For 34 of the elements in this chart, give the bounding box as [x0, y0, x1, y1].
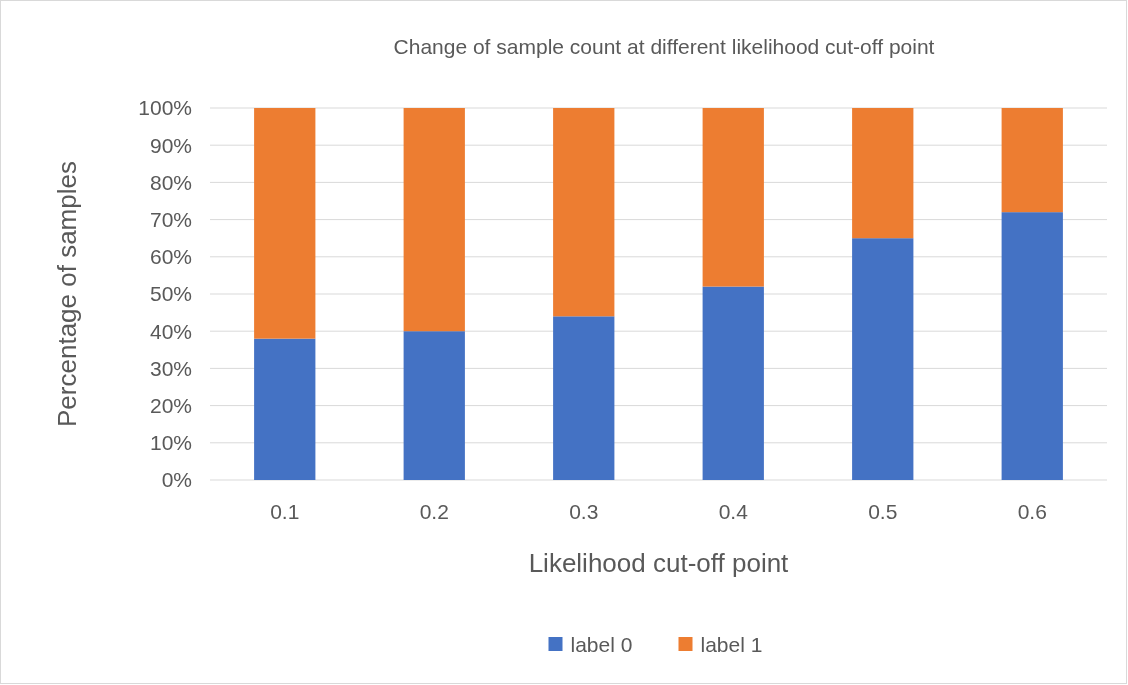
bar [852, 108, 914, 239]
y-tick-label: 80% [149, 170, 192, 194]
bar [553, 316, 615, 480]
y-tick-label: 30% [149, 356, 192, 380]
x-tick-label: 0.3 [569, 500, 599, 523]
x-tick-label: 0.1 [270, 500, 300, 523]
y-tick-label: 70% [149, 207, 192, 231]
y-tick-label: 40% [149, 319, 192, 343]
bar [1001, 108, 1063, 213]
bar [403, 108, 465, 332]
bar [254, 338, 316, 480]
chart-title: Change of sample count at different likelihood cut-off point [393, 35, 935, 58]
x-tick-label: 0.4 [718, 500, 749, 523]
bar [254, 108, 316, 339]
y-tick-label: 100% [138, 96, 192, 120]
bar [852, 238, 914, 480]
y-tick-label: 20% [149, 393, 192, 417]
x-tick-label: 0.5 [868, 500, 898, 523]
y-tick-label: 60% [149, 245, 192, 269]
bar [1001, 212, 1063, 480]
bar [702, 108, 764, 287]
y-tick-label: 90% [149, 133, 192, 157]
y-tick-label: 0% [161, 468, 192, 492]
bar [553, 108, 615, 317]
x-tick-label: 0.2 [419, 500, 449, 523]
bar [702, 286, 764, 480]
y-tick-label: 10% [149, 431, 192, 455]
x-axis-title: Likelihood cut-off point [528, 548, 790, 578]
y-axis-title: Percentage of samples [52, 161, 82, 427]
legend-label: label 1 [700, 633, 763, 657]
bar [403, 331, 465, 480]
legend-label: label 0 [570, 633, 633, 657]
y-tick-label: 50% [149, 282, 192, 306]
x-tick-label: 0.6 [1017, 500, 1047, 523]
